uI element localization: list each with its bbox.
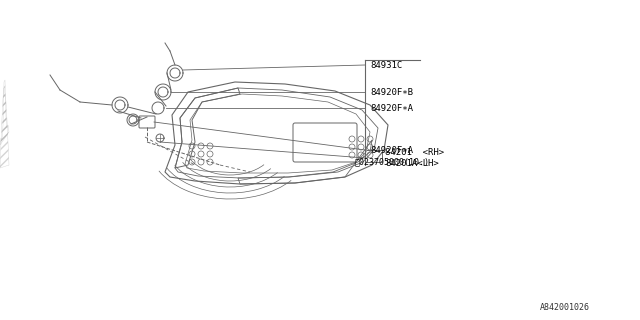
- Text: 84201A<LH>: 84201A<LH>: [385, 158, 439, 167]
- Text: 84201  <RH>: 84201 <RH>: [385, 148, 444, 156]
- Text: 84920F∗B: 84920F∗B: [370, 87, 413, 97]
- Text: 84920F∗A: 84920F∗A: [370, 103, 413, 113]
- FancyBboxPatch shape: [139, 116, 155, 128]
- Text: A842001026: A842001026: [540, 303, 590, 313]
- Text: 84931C: 84931C: [370, 60, 403, 69]
- FancyBboxPatch shape: [293, 123, 357, 162]
- Text: 84920F∗A: 84920F∗A: [370, 146, 413, 155]
- Text: ⓝ023705000(10.): ⓝ023705000(10.): [355, 157, 430, 166]
